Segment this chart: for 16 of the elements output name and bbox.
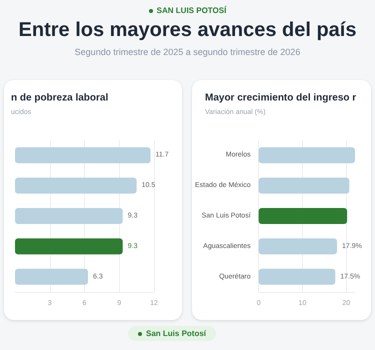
- chart-title: Mayor crecimiento del ingreso r: [205, 92, 356, 104]
- bar: [15, 208, 123, 224]
- bar: [258, 147, 355, 164]
- bar: [258, 238, 338, 254]
- text: Entre los mayores avances del país: [18, 19, 358, 42]
- text: SAN LUIS POTOSÍ: [156, 6, 228, 15]
- bar: [258, 178, 350, 194]
- bar: [15, 238, 123, 254]
- text: San Luis Potosí: [128, 326, 216, 341]
- bar: [15, 178, 137, 194]
- text: Segundo trimestre de 2025 a segundo trimestre de 2026: [74, 47, 302, 57]
- bar: [258, 208, 348, 224]
- bar: [258, 268, 336, 285]
- chart-title: n de pobreza laboral: [11, 92, 108, 104]
- bar: [15, 147, 151, 164]
- bar: [15, 268, 88, 285]
